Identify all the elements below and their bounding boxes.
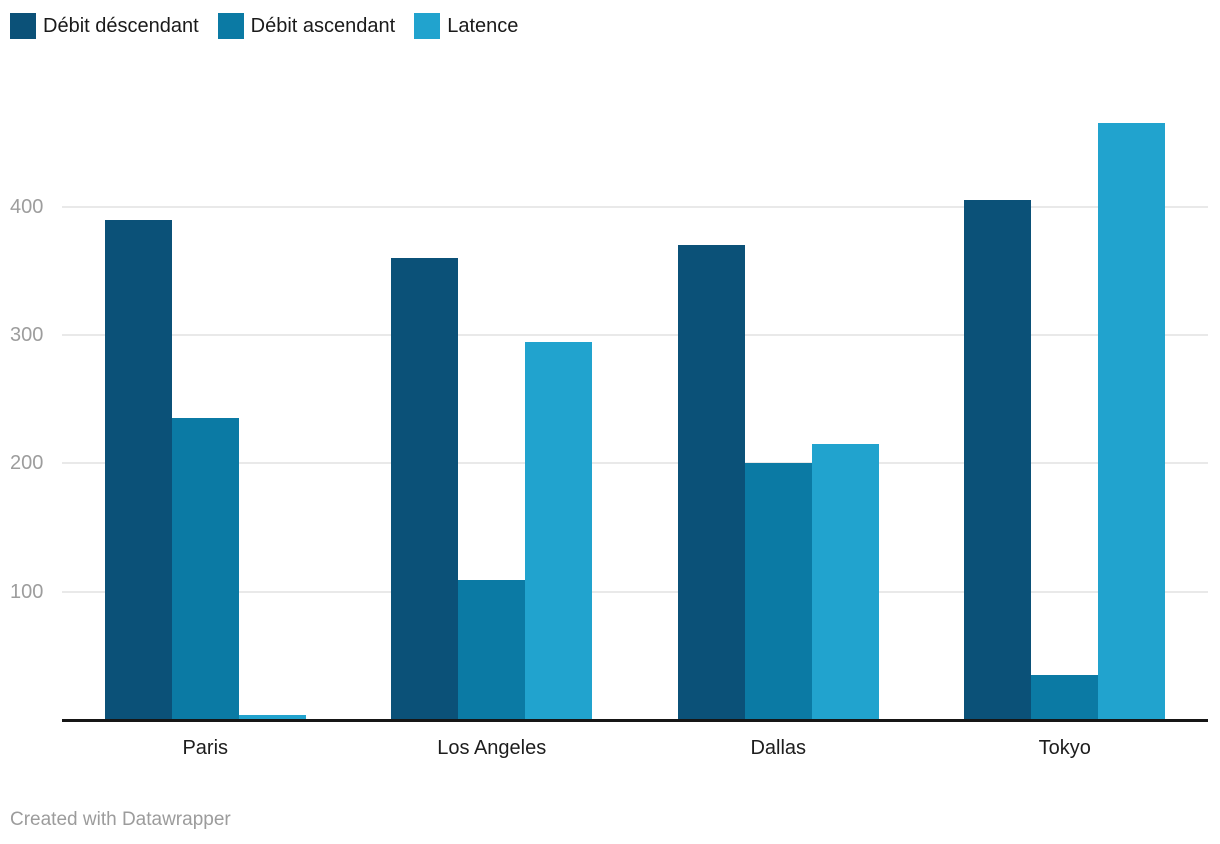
y-tick-label-300: 300 xyxy=(10,324,44,347)
bar-los-angeles-débit-déscendant[interactable] xyxy=(391,258,459,720)
bar-dallas-débit-déscendant[interactable] xyxy=(677,245,745,720)
legend-label-debit-descendant: Débit déscendant xyxy=(43,15,199,37)
x-category-label-tokyo: Tokyo xyxy=(1038,737,1091,759)
x-category-label-los-angeles: Los Angeles xyxy=(437,737,547,759)
bar-tokyo-débit-ascendant[interactable] xyxy=(1031,675,1099,720)
y-tick-label-400: 400 xyxy=(10,195,44,218)
gridline-100 xyxy=(62,590,1208,593)
legend-swatch-debit-ascendant xyxy=(217,13,244,39)
legend-item-debit-descendant: Débit déscendant xyxy=(10,13,199,39)
bar-dallas-latence[interactable] xyxy=(811,444,879,720)
y-tick-label-100: 100 xyxy=(10,580,44,603)
bar-paris-débit-déscendant[interactable] xyxy=(104,220,172,720)
bar-paris-débit-ascendant[interactable] xyxy=(171,418,239,720)
bar-tokyo-débit-déscendant[interactable] xyxy=(964,200,1032,720)
gridline-300 xyxy=(62,334,1208,337)
legend: Débit déscendant Débit ascendant Latence xyxy=(10,13,518,39)
credit-text: Created with Datawrapper xyxy=(10,809,231,830)
bar-dallas-débit-ascendant[interactable] xyxy=(744,463,812,720)
bar-los-angeles-latence[interactable] xyxy=(525,342,593,720)
legend-item-latence: Latence xyxy=(414,13,518,39)
x-axis-line xyxy=(62,718,1208,722)
legend-item-debit-ascendant: Débit ascendant xyxy=(217,13,396,39)
legend-label-latence: Latence xyxy=(447,15,519,37)
x-category-label-paris: Paris xyxy=(182,737,229,759)
bar-los-angeles-débit-ascendant[interactable] xyxy=(458,580,526,720)
legend-swatch-latence xyxy=(414,13,441,39)
y-tick-label-200: 200 xyxy=(10,452,44,475)
legend-label-debit-ascendant: Débit ascendant xyxy=(250,15,396,37)
bar-paris-latence[interactable] xyxy=(238,715,306,720)
bar-tokyo-latence[interactable] xyxy=(1098,123,1166,720)
gridline-200 xyxy=(62,462,1208,465)
legend-swatch-debit-descendant xyxy=(10,13,36,39)
gridline-400 xyxy=(62,205,1208,208)
x-category-label-dallas: Dallas xyxy=(750,737,807,759)
